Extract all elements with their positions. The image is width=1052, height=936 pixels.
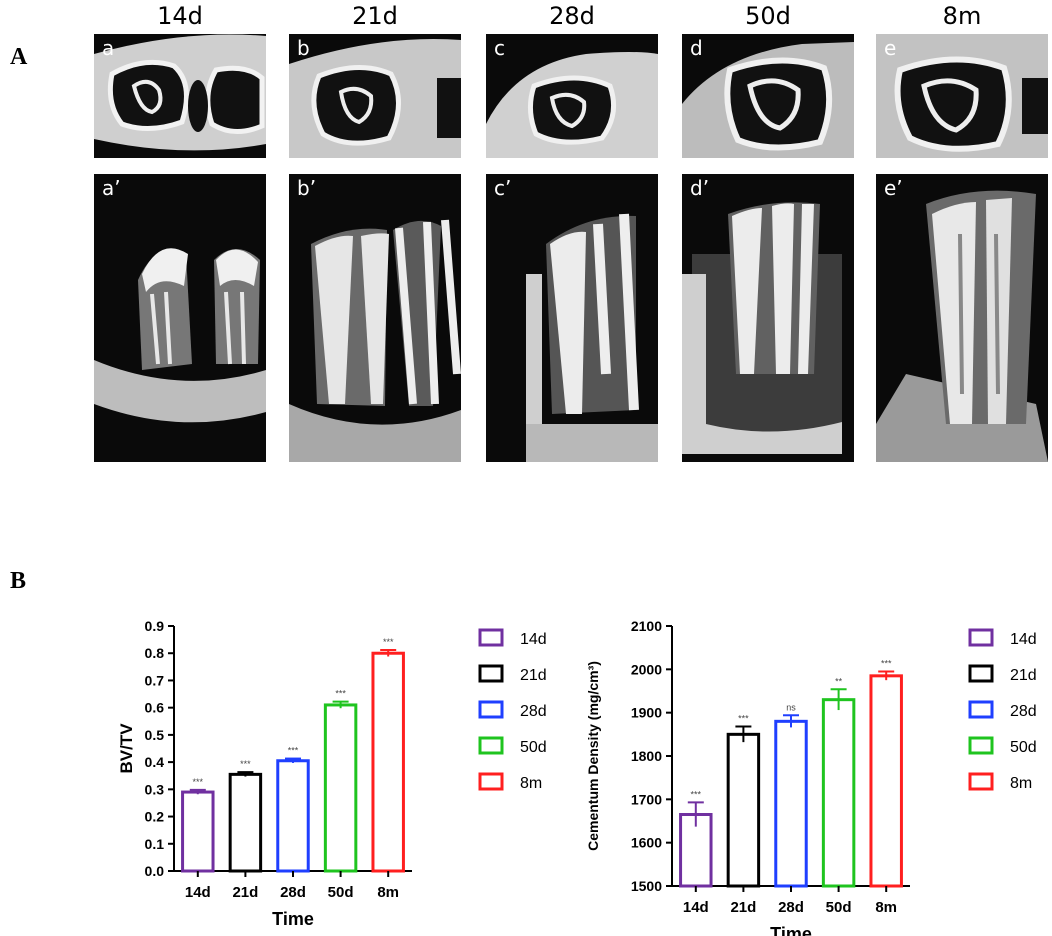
legend-label-28d: 28d <box>520 703 547 720</box>
x-tick-label: 50d <box>328 884 354 901</box>
panel-b-label: B <box>10 568 27 594</box>
significance-label: *** <box>691 789 702 799</box>
column-header-2: 28d <box>549 2 595 30</box>
y-tick-label: 0.8 <box>145 645 165 661</box>
micro-ct-sagittal-50d: d’ <box>682 174 854 462</box>
x-tick-label: 14d <box>185 884 211 901</box>
bar-8m <box>869 674 903 888</box>
x-axis-title: Time <box>272 909 314 929</box>
y-axis-title: BV/TV <box>117 723 136 774</box>
y-tick-label: 1500 <box>631 878 662 894</box>
y-tick-label: 0.4 <box>145 754 165 770</box>
y-tick-label: 1800 <box>631 748 662 764</box>
bar-14d <box>181 790 215 873</box>
legend-swatch-21d <box>478 664 504 683</box>
column-header-1: 21d <box>352 2 398 30</box>
legend-label-8m: 8m <box>520 775 542 792</box>
tile-label-bottom-28d: c’ <box>494 176 512 200</box>
micro-ct-axial-28d: c <box>486 34 658 158</box>
tile-label-bottom-21d: b’ <box>297 176 317 200</box>
y-tick-label: 0.3 <box>145 781 165 797</box>
y-tick-label: 0.0 <box>145 863 165 879</box>
significance-label: *** <box>383 637 394 647</box>
y-tick-label: 1600 <box>631 835 662 851</box>
micro-ct-axial-14d: a <box>94 34 266 158</box>
y-tick-label: 0.9 <box>145 618 165 634</box>
significance-label: *** <box>738 714 749 724</box>
x-tick-label: 21d <box>232 884 258 901</box>
tile-label-bottom-50d: d’ <box>690 176 710 200</box>
bvtv-bar-chart: 0.0 0.1 0.2 0.3 0.4 0.5 0.6 0.7 0.8 0.9 *** 14d *** 2… <box>117 618 547 929</box>
cementum-density-bar-chart: 1500 1600 1700 1800 1900 2000 2100 *** 14d *** 21d… <box>585 618 1037 936</box>
column-header-3: 50d <box>745 2 791 30</box>
micro-ct-axial-21d: b <box>289 34 461 158</box>
y-tick-label: 0.1 <box>145 836 165 852</box>
legend-swatch-14d <box>478 628 504 647</box>
bar-21d <box>228 772 263 873</box>
y-tick-label: 0.2 <box>145 809 165 825</box>
micro-ct-sagittal-8m: e’ <box>876 174 1048 462</box>
legend-swatch-8m <box>968 772 994 791</box>
tile-label-top-21d: b <box>297 36 310 60</box>
legend-label-14d: 14d <box>520 631 547 648</box>
legend-label-50d: 50d <box>1010 739 1037 756</box>
significance-label: ** <box>835 676 843 686</box>
x-axis-title: Time <box>770 924 812 936</box>
significance-label: ns <box>786 702 796 712</box>
column-header-4: 8m <box>942 2 982 30</box>
bar-21d <box>726 732 761 888</box>
y-tick-label: 1700 <box>631 791 662 807</box>
micro-ct-sagittal-14d: a’ <box>94 174 266 462</box>
legend-swatch-50d <box>968 736 994 755</box>
bar-28d <box>774 719 808 888</box>
micro-ct-sagittal-28d: c’ <box>486 174 658 462</box>
x-tick-label: 21d <box>730 899 756 916</box>
legend-swatch-14d <box>968 628 994 647</box>
significance-label: *** <box>240 759 251 769</box>
bar-50d <box>323 703 358 873</box>
x-tick-label: 28d <box>778 899 804 916</box>
legend-swatch-28d <box>968 700 994 719</box>
y-tick-label: 0.6 <box>145 700 165 716</box>
tile-label-top-14d: a <box>102 36 115 60</box>
tile-label-top-50d: d <box>690 36 703 60</box>
significance-label: *** <box>335 689 346 699</box>
legend-label-14d: 14d <box>1010 631 1037 648</box>
x-tick-label: 14d <box>683 899 709 916</box>
legend-swatch-21d <box>968 664 994 683</box>
legend-swatch-8m <box>478 772 504 791</box>
tile-label-top-8m: e <box>884 36 897 60</box>
legend-label-21d: 21d <box>520 667 547 684</box>
x-tick-label: 8m <box>377 884 399 901</box>
y-tick-label: 0.5 <box>145 727 165 743</box>
legend-label-28d: 28d <box>1010 703 1037 720</box>
legend-label-50d: 50d <box>520 739 547 756</box>
x-tick-label: 8m <box>875 899 897 916</box>
y-tick-label: 1900 <box>631 705 662 721</box>
tile-label-bottom-14d: a’ <box>102 176 121 200</box>
legend-label-8m: 8m <box>1010 775 1032 792</box>
micro-ct-axial-8m: e <box>876 34 1048 158</box>
significance-label: *** <box>881 659 892 669</box>
legend-swatch-28d <box>478 700 504 719</box>
y-tick-label: 2100 <box>631 618 662 634</box>
tile-label-bottom-8m: e’ <box>884 176 903 200</box>
tile-label-top-28d: c <box>494 36 505 60</box>
legend-swatch-50d <box>478 736 504 755</box>
y-tick-label: 2000 <box>631 661 662 677</box>
x-tick-label: 28d <box>280 884 306 901</box>
x-tick-label: 50d <box>826 899 852 916</box>
significance-label: *** <box>193 777 204 787</box>
y-tick-label: 0.7 <box>145 672 165 688</box>
bar-8m <box>371 651 405 873</box>
column-header-0: 14d <box>157 2 203 30</box>
legend-label-21d: 21d <box>1010 667 1037 684</box>
y-axis-title: Cementum Density (mg/cm³) <box>585 661 601 851</box>
bar-50d <box>821 698 856 888</box>
micro-ct-sagittal-21d: b’ <box>289 174 461 462</box>
panel-a-label: A <box>10 44 28 70</box>
bar-28d <box>276 759 310 873</box>
micro-ct-axial-50d: d <box>682 34 854 158</box>
significance-label: *** <box>288 746 299 756</box>
